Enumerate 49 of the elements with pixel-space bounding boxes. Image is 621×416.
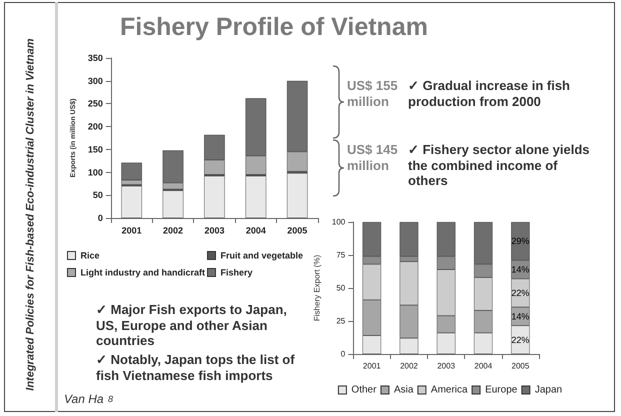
x-tick-label: 2002 (400, 362, 418, 370)
x-tick-label: 2004 (474, 362, 493, 370)
legend-label: Europe (485, 384, 518, 396)
y-tick-label: 75 (336, 250, 346, 260)
text: 8 (108, 394, 114, 405)
text: ✓ Fishery sector alone yields the combined income of others (408, 142, 591, 189)
text: US$ 145 million (347, 142, 399, 174)
y-tick-label: 350 (88, 53, 103, 63)
legend-label: Fruit and vegetable (220, 250, 304, 260)
y-tick-label: 50 (92, 190, 103, 200)
bar (286, 173, 308, 218)
text: ✓ Major Fish exports to Japan, US, Europe and other Asian countries (96, 302, 288, 349)
legend-label: Fishery (220, 268, 253, 278)
legend-label: Asia (394, 384, 414, 396)
x-tick-label: 2001 (362, 362, 382, 370)
legend-label: Other (351, 384, 378, 396)
text: ✓ Notably, Japan tops the list of fish Vietnamese fish imports (96, 352, 296, 384)
legend-label: Japan (534, 384, 562, 396)
y-tick-label: 100 (88, 167, 103, 178)
y-tick-label: 150 (88, 144, 103, 154)
data-label: 14% (511, 264, 530, 275)
y-tick-label: 0 (98, 213, 103, 223)
y-tick-label: 250 (88, 98, 103, 109)
y-tick-label: 100 (332, 218, 346, 226)
legend-label: Light industry and handicraft (80, 268, 206, 278)
text: Integrated Policies for Fish-based Eco-industrial Cluster in Vietnam (24, 37, 38, 393)
x-tick-label: 2003 (437, 362, 456, 370)
text: ✓ Gradual increase in fish production from 2000 (408, 78, 571, 110)
legend-label: America (430, 384, 468, 396)
x-tick-label: 2005 (512, 362, 530, 370)
y-tick-label: 200 (88, 122, 103, 132)
x-tick-label: 2005 (287, 226, 308, 236)
data-label: 14% (511, 311, 530, 322)
data-label: 29% (511, 236, 530, 246)
y-tick-label: 25 (336, 316, 346, 326)
y-axis-title: Fishery Export (%) (312, 254, 322, 322)
x-tick-label: 2001 (122, 226, 142, 236)
y-tick-label: 50 (336, 284, 346, 292)
legend-label: Rice (80, 250, 100, 260)
text: US$ 155 million (347, 78, 399, 110)
chart-title: Fishery Profile of Vietnam (120, 12, 429, 42)
data-label: 22% (511, 334, 530, 345)
y-tick-label: 300 (88, 76, 103, 86)
y-tick-label: 0 (340, 350, 346, 358)
x-tick-label: 2002 (163, 226, 184, 236)
data-label: 22% (511, 288, 530, 298)
x-tick-label: 2003 (204, 226, 224, 236)
text: Van Ha (64, 392, 104, 406)
x-tick-label: 2004 (246, 226, 266, 236)
